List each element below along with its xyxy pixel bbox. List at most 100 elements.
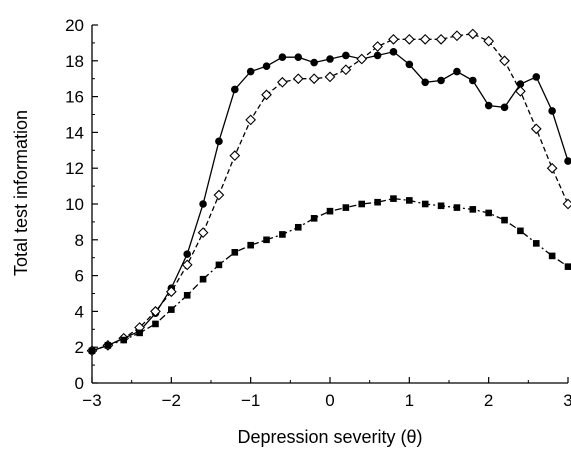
x-tick-label: 1 <box>405 391 414 410</box>
y-axis-title: Total test information <box>11 110 31 276</box>
data-point-circle <box>199 200 207 208</box>
data-point-circle <box>310 58 318 67</box>
data-point-diamond <box>403 33 415 45</box>
data-point-circle <box>532 73 541 81</box>
x-tick-label: −3 <box>82 391 101 410</box>
data-point-square <box>326 207 334 215</box>
data-point-square <box>437 202 445 210</box>
data-point-diamond <box>372 41 383 52</box>
y-tick-label: 16 <box>65 88 84 107</box>
data-point-square <box>279 231 286 238</box>
data-point-circle <box>215 137 223 146</box>
data-point-circle <box>421 78 430 87</box>
data-point-square <box>342 204 350 211</box>
data-point-square <box>136 329 143 337</box>
series-1 <box>88 48 571 355</box>
data-point-diamond <box>546 162 558 174</box>
x-tick-label: −1 <box>241 391 260 410</box>
data-point-square <box>374 198 381 206</box>
series-layer <box>86 28 571 357</box>
data-point-square <box>231 249 239 256</box>
data-point-square <box>120 336 128 344</box>
data-point-diamond <box>388 33 399 45</box>
y-tick-label: 6 <box>75 267 84 286</box>
data-point-circle <box>373 51 382 60</box>
data-point-diamond <box>467 28 479 40</box>
data-point-square <box>390 195 397 202</box>
data-point-circle <box>469 76 477 85</box>
data-point-square <box>469 206 477 213</box>
x-axis: −3 −2 −1 0 1 2 3 <box>82 377 571 410</box>
x-tick-label: 2 <box>484 391 493 410</box>
data-point-square <box>453 204 461 211</box>
series-line <box>91 197 569 352</box>
data-point-square <box>532 240 540 247</box>
data-point-square <box>152 320 159 328</box>
y-tick-label: 4 <box>75 302 84 321</box>
data-point-square <box>485 209 492 217</box>
data-point-diamond <box>356 53 368 65</box>
data-point-diamond <box>197 227 209 239</box>
data-point-diamond <box>229 150 241 162</box>
y-tick-label: 20 <box>65 16 84 35</box>
y-tick-label: 18 <box>65 52 84 71</box>
data-point-diamond <box>483 35 495 47</box>
x-axis-title: Depression severity (θ) <box>237 427 422 447</box>
data-point-circle <box>326 55 334 63</box>
y-tick-label: 2 <box>75 338 84 357</box>
y-tick-label: 10 <box>65 195 84 214</box>
data-point-square <box>168 306 175 313</box>
data-point-diamond <box>277 76 288 88</box>
data-point-square <box>183 291 191 299</box>
data-point-square <box>421 200 429 208</box>
data-point-diamond <box>419 33 431 45</box>
data-point-square <box>215 261 223 269</box>
data-point-diamond <box>261 89 272 101</box>
y-tick-label: 14 <box>65 123 84 142</box>
x-tick-label: 3 <box>563 391 571 410</box>
data-point-circle <box>405 60 414 69</box>
y-axis: 0 2 4 6 8 10 12 14 16 18 20 <box>65 16 98 393</box>
x-tick-label: −2 <box>162 391 181 410</box>
data-point-diamond <box>308 73 320 85</box>
data-point-diamond <box>515 85 526 97</box>
data-point-square <box>247 241 254 249</box>
data-point-circle <box>278 53 287 62</box>
y-tick-label: 12 <box>65 159 84 178</box>
data-point-square <box>548 252 556 260</box>
y-tick-label: 0 <box>75 374 84 393</box>
data-point-diamond <box>292 73 304 85</box>
data-point-square <box>564 263 571 270</box>
data-point-circle <box>453 67 461 76</box>
data-point-circle <box>342 51 350 60</box>
data-point-square <box>263 236 270 244</box>
data-point-circle <box>294 53 303 62</box>
data-point-diamond <box>340 64 352 76</box>
data-point-square <box>406 197 413 204</box>
data-point-circle <box>389 48 398 56</box>
series-2 <box>86 28 571 357</box>
x-tick-label: 0 <box>325 391 334 410</box>
data-point-square <box>104 342 112 349</box>
data-point-circle <box>262 62 271 70</box>
data-point-square <box>358 200 366 208</box>
data-point-diamond <box>165 286 177 298</box>
data-point-circle <box>183 250 191 258</box>
data-point-diamond <box>181 259 193 271</box>
data-point-circle <box>548 107 556 115</box>
series-3 <box>88 195 571 355</box>
data-point-circle <box>437 76 445 85</box>
data-point-circle <box>231 85 239 94</box>
data-point-diamond <box>150 306 161 317</box>
data-point-circle <box>500 103 509 112</box>
data-point-circle <box>564 157 571 165</box>
data-point-diamond <box>562 198 571 210</box>
y-tick-label: 8 <box>75 231 84 250</box>
series-line <box>91 51 569 352</box>
data-point-diamond <box>435 33 447 45</box>
data-point-diamond <box>245 114 257 126</box>
data-point-diamond <box>451 30 463 42</box>
data-point-square <box>88 347 96 355</box>
data-point-diamond <box>324 71 336 83</box>
data-point-square <box>199 275 207 283</box>
